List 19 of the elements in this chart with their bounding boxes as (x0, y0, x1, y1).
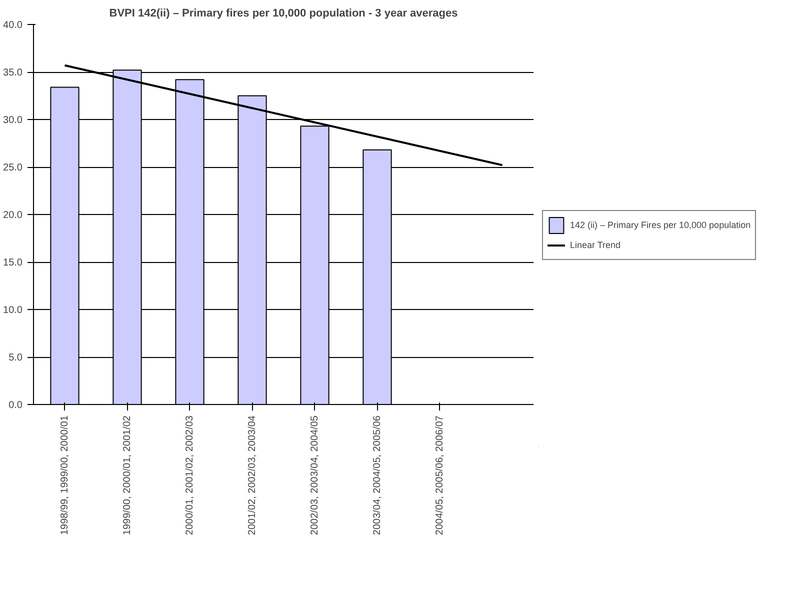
x-tick-label: 2002/03, 2003/04, 2004/05 (309, 415, 320, 536)
legend-label: Linear Trend (570, 240, 621, 250)
y-tick-label: 15.0 (3, 258, 23, 268)
x-tick-label: 2003/04, 2004/05, 2005/06 (372, 415, 383, 536)
x-tick-label: 2004/05, 2005/06, 2006/07 (434, 415, 446, 536)
x-tick-label: 2001/02, 2002/03, 2003/04 (246, 415, 258, 536)
y-tick-label: 5.0 (8, 352, 23, 364)
x-tick-label: 1998/99, 1999/00, 2000/01 (59, 415, 70, 536)
y-tick-label: 0.0 (8, 400, 23, 411)
y-tick-label: 20.0 (3, 210, 23, 221)
y-tick-label: 35.0 (3, 68, 23, 78)
y-tick-label: 25.0 (3, 162, 23, 174)
y-tick-label: 40.0 (3, 20, 23, 31)
chart-title: BVPI 142(ii) – Primary fires per 10,000 population - 3 year averages (109, 8, 458, 20)
x-tick-label: 2000/01, 2001/02, 2002/03 (184, 415, 196, 536)
y-tick-label: 10.0 (3, 305, 23, 316)
x-tick-label: 1999/00, 2000/01, 2001/02 (122, 415, 133, 536)
legend-label: 142 (ii) – Primary Fires per 10,000 population (570, 220, 751, 230)
y-tick-label: 30.0 (3, 115, 23, 126)
